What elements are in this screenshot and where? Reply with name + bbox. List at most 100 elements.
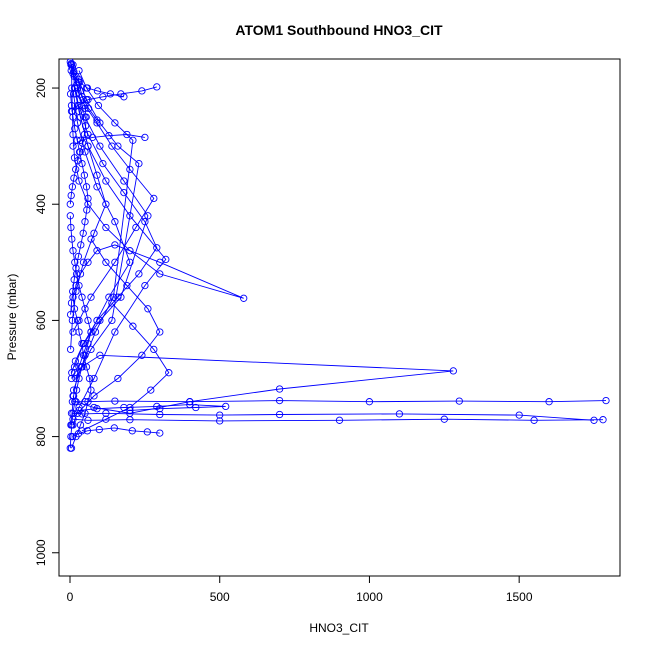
data-point: [275, 385, 284, 393]
data-point: [102, 409, 110, 417]
data-point: [126, 258, 134, 266]
data-point: [85, 374, 94, 383]
chart-title: ATOM1 Southbound HNO3_CIT: [235, 22, 443, 38]
series-line-0: [71, 64, 244, 449]
data-point: [99, 93, 107, 101]
data-point: [90, 392, 98, 400]
data-point: [102, 223, 110, 232]
data-point: [123, 130, 131, 139]
data-point: [77, 87, 85, 95]
data-point: [66, 200, 74, 208]
data-point: [87, 328, 95, 336]
data-point: [99, 159, 107, 168]
data-point: [111, 397, 119, 405]
data-point: [128, 427, 136, 435]
data-point: [68, 421, 76, 429]
data-point: [84, 316, 92, 325]
data-point: [93, 405, 101, 413]
series-line-3: [72, 400, 607, 403]
data-point: [66, 212, 74, 220]
data-point: [82, 183, 91, 191]
data-point: [106, 90, 115, 98]
data-point: [93, 247, 101, 255]
data-point: [94, 101, 103, 110]
data-point: [138, 351, 146, 359]
data-point: [147, 386, 155, 394]
data-point: [83, 206, 91, 214]
data-point: [144, 212, 152, 220]
data-point: [590, 416, 598, 424]
data-point: [82, 113, 90, 121]
data-point: [105, 132, 113, 140]
series-line-4: [72, 418, 604, 422]
data-point: [78, 293, 86, 301]
data-point: [165, 369, 173, 377]
data-point: [69, 287, 77, 296]
data-point: [395, 410, 404, 418]
data-point: [83, 427, 92, 435]
data-point: [126, 416, 134, 424]
series-line-10: [75, 79, 140, 379]
y-tick-label-0: 200: [34, 78, 48, 98]
series-line-19: [72, 427, 160, 438]
data-point: [153, 244, 161, 252]
x-axis-label: HNO3_CIT: [309, 621, 369, 635]
data-point: [143, 428, 151, 436]
data-point: [135, 159, 143, 168]
data-point: [95, 425, 103, 434]
data-point: [70, 363, 79, 371]
data-point: [84, 416, 92, 424]
data-point: [76, 148, 84, 156]
data-point: [67, 223, 75, 232]
data-point: [70, 174, 78, 182]
data-point: [275, 410, 284, 419]
data-point: [156, 405, 164, 413]
data-point: [74, 430, 83, 438]
data-point: [132, 223, 140, 232]
data-point: [530, 416, 538, 424]
data-point: [68, 183, 77, 191]
y-tick-label-1: 400: [34, 194, 48, 214]
data-point: [156, 429, 164, 437]
data-point: [66, 310, 75, 319]
data-point: [599, 416, 607, 424]
data-point: [68, 235, 76, 243]
data-point: [84, 258, 92, 266]
series-line-8: [74, 87, 149, 368]
data-point: [120, 188, 128, 197]
data-point: [126, 406, 134, 415]
data-point: [126, 247, 134, 255]
y-tick-label-3: 800: [34, 426, 48, 446]
x-tick-label-0: 0: [67, 590, 74, 604]
data-point: [440, 415, 448, 423]
data-point: [120, 403, 128, 412]
data-point: [76, 270, 85, 278]
data-point: [81, 218, 89, 226]
data-point: [141, 281, 149, 290]
data-point: [71, 398, 79, 406]
data-point: [117, 293, 125, 301]
data-point: [123, 281, 131, 290]
data-point: [87, 345, 95, 354]
data-point: [72, 165, 80, 174]
data-point: [72, 72, 80, 81]
data-point: [67, 374, 76, 383]
data-point: [79, 258, 88, 266]
data-point: [156, 270, 164, 278]
data-point: [129, 322, 137, 330]
data-point: [75, 374, 83, 383]
data-point: [455, 397, 463, 405]
data-point: [78, 139, 87, 147]
data-point: [77, 241, 85, 249]
data-point: [76, 113, 85, 121]
y-tick-label-4: 1000: [34, 539, 48, 566]
data-point: [365, 398, 374, 406]
data-point: [114, 142, 122, 150]
data-point: [335, 416, 344, 424]
data-point: [71, 125, 79, 133]
data-point: [135, 270, 143, 278]
y-tick-label-2: 600: [34, 310, 48, 330]
data-point: [162, 255, 170, 264]
series-line-15: [71, 86, 157, 112]
